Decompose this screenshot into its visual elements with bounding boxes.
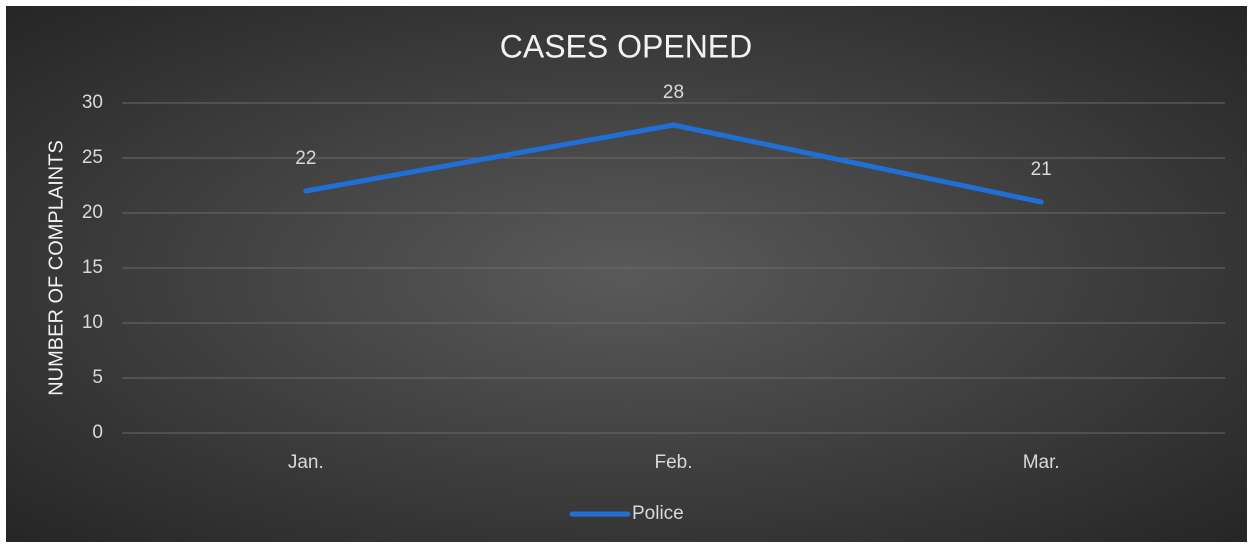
y-tick-label: 0 [92, 422, 103, 443]
y-tick-label: 30 [82, 92, 103, 113]
y-tick-label: 25 [82, 147, 103, 168]
chart-background [6, 6, 1247, 542]
y-tick-label: 10 [82, 312, 103, 333]
y-axis-label: NUMBER OF COMPLAINTS [45, 140, 67, 396]
chart-title: CASES OPENED [500, 28, 753, 64]
data-label: 28 [663, 82, 684, 103]
x-tick-label: Feb. [654, 452, 692, 473]
x-tick-label: Mar. [1023, 452, 1060, 473]
x-tick-label: Jan. [288, 452, 324, 473]
data-label: 21 [1031, 159, 1052, 180]
y-tick-label: 20 [82, 202, 103, 223]
series-line [303, 122, 1044, 205]
data-label: 22 [295, 148, 316, 169]
legend-label: Police [632, 503, 684, 524]
y-tick-label: 5 [92, 367, 103, 388]
y-tick-label: 15 [82, 257, 103, 278]
